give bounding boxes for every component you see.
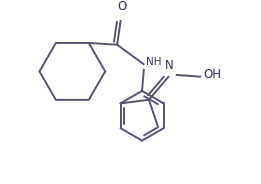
Text: N: N — [165, 59, 174, 72]
Text: OH: OH — [203, 68, 221, 81]
Text: O: O — [117, 0, 126, 13]
Text: NH: NH — [146, 57, 162, 68]
